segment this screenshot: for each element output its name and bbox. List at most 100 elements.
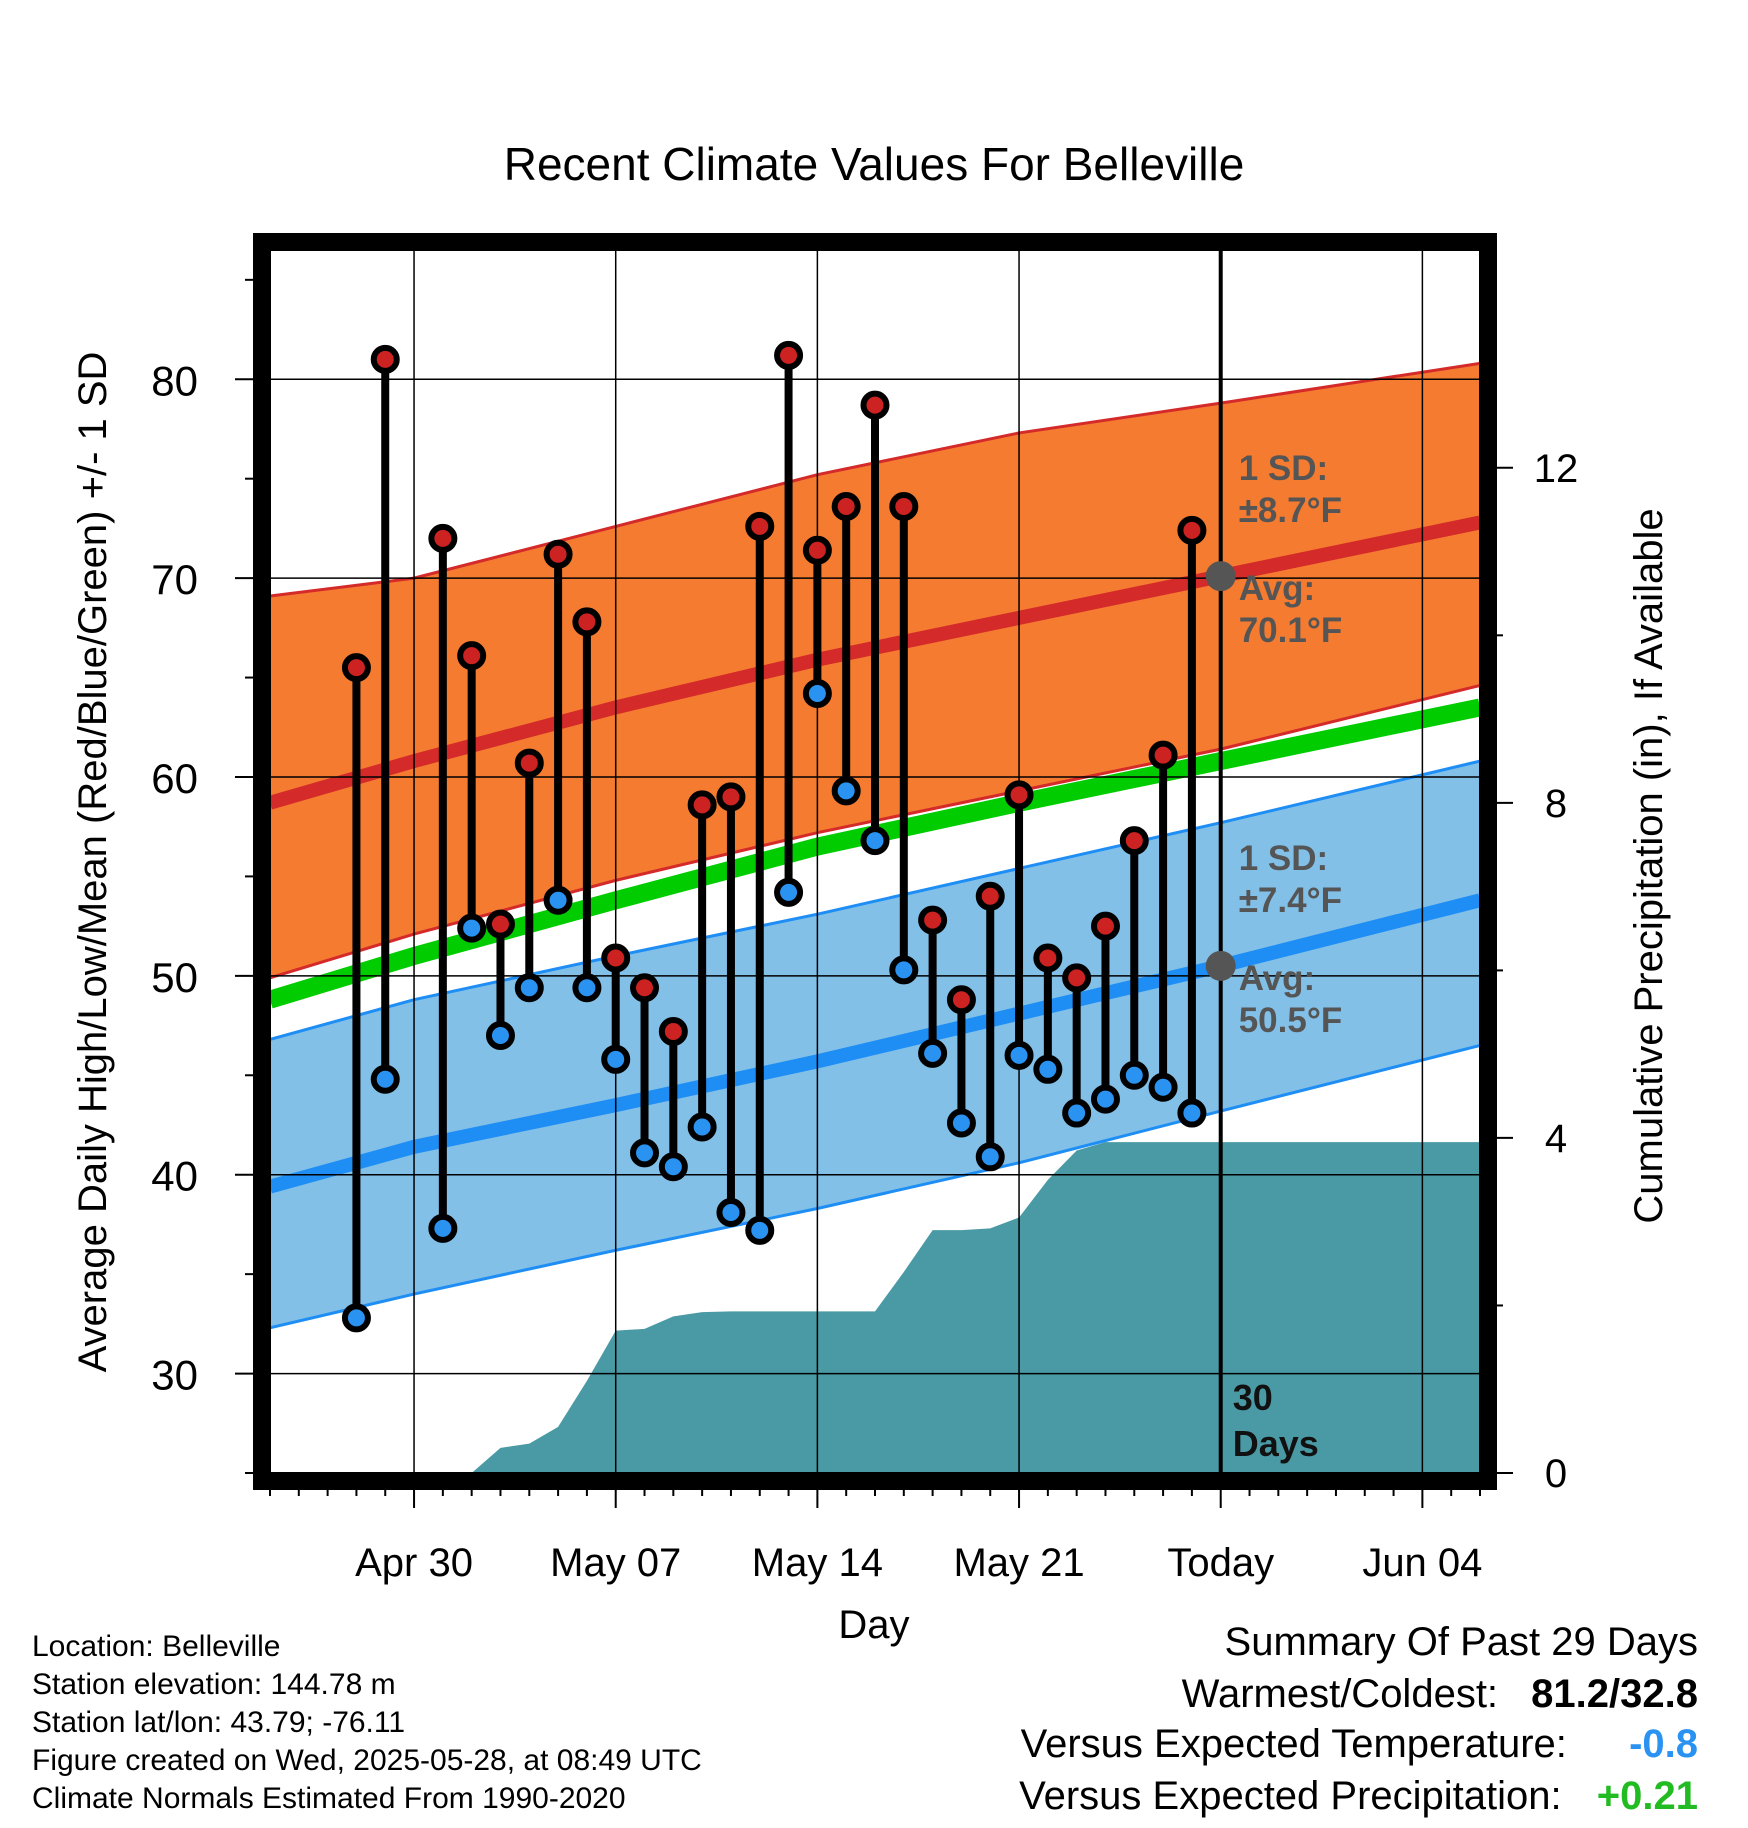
summary-warm-cold-value: 81.2/32.8 <box>1531 1672 1698 1716</box>
daily-low-point <box>687 1112 717 1142</box>
x-axis-label: Day <box>838 1603 909 1647</box>
daily-high-point <box>716 782 746 812</box>
y-left-tick-label: 50 <box>151 954 198 1001</box>
daily-high-point <box>485 909 515 939</box>
daily-low-point <box>428 1213 458 1243</box>
daily-low-point <box>1062 1098 1092 1128</box>
y-right-tick-label: 0 <box>1545 1452 1567 1496</box>
x-tick-label: May 07 <box>550 1541 681 1585</box>
y-left-axis-label: Average Daily High/Low/Mean (Red/Blue/Gr… <box>71 352 115 1373</box>
meta-elevation: Station elevation: 144.78 m <box>32 1668 396 1701</box>
summary-precip-label: Versus Expected Precipitation: <box>1019 1774 1562 1818</box>
y-left-tick-label: 70 <box>151 556 198 603</box>
summary-warm-cold: Warmest/Coldest: 81.2/32.8 <box>1182 1672 1698 1717</box>
daily-high-point <box>946 985 976 1015</box>
high-annotation-sd-value: ±8.7°F <box>1239 491 1342 530</box>
x-tick-label: Today <box>1167 1541 1274 1585</box>
daily-high-point <box>802 535 832 565</box>
meta-latlon: Station lat/lon: 43.79; -76.11 <box>32 1706 406 1739</box>
chart-title: Recent Climate Values For Belleville <box>504 138 1245 190</box>
daily-high-point <box>572 607 602 637</box>
low-annotation-sd-value: ±7.4°F <box>1239 881 1342 920</box>
summary-temp: Versus Expected Temperature: -0.8 <box>1021 1722 1698 1767</box>
daily-low-point <box>1177 1098 1207 1128</box>
x-tick-label: Apr 30 <box>355 1541 473 1585</box>
summary-precip: Versus Expected Precipitation: +0.21 <box>1019 1774 1698 1819</box>
x-tick-label: May 21 <box>953 1541 1084 1585</box>
meta-created: Figure created on Wed, 2025-05-28, at 08… <box>32 1744 702 1777</box>
daily-low-point <box>601 1044 631 1074</box>
daily-high-point <box>630 973 660 1003</box>
daily-high-point <box>601 943 631 973</box>
daily-low-point <box>889 955 919 985</box>
y-right-tick-label: 8 <box>1545 782 1567 826</box>
daily-low-point <box>341 1303 371 1333</box>
daily-low-point <box>831 776 861 806</box>
summary-precip-value: +0.21 <box>1596 1774 1698 1818</box>
daily-low-point <box>1119 1060 1149 1090</box>
high-annotation-avg-value: 70.1°F <box>1239 611 1343 650</box>
daily-high-point <box>831 492 861 522</box>
daily-high-point <box>1148 740 1178 770</box>
daily-low-point <box>630 1138 660 1168</box>
daily-high-point <box>543 539 573 569</box>
daily-low-point <box>1148 1072 1178 1102</box>
today-days-label: 30 <box>1233 1377 1273 1418</box>
daily-low-point <box>946 1108 976 1138</box>
daily-high-point <box>1062 963 1092 993</box>
daily-low-point <box>745 1215 775 1245</box>
summary-warm-cold-label: Warmest/Coldest: <box>1181 1672 1499 1716</box>
x-tick-label: Jun 04 <box>1362 1541 1482 1585</box>
plot-border <box>253 233 1497 1490</box>
low-annotation-avg-label: Avg: <box>1239 959 1315 998</box>
low-annotation-sd-label: 1 SD: <box>1239 839 1328 878</box>
daily-high-point <box>1177 515 1207 545</box>
daily-low-point <box>802 678 832 708</box>
daily-high-point <box>1119 826 1149 856</box>
today-days-label: Days <box>1233 1423 1319 1464</box>
high-annotation-avg-label: Avg: <box>1239 569 1315 608</box>
daily-high-point <box>514 748 544 778</box>
daily-high-point <box>428 523 458 553</box>
high-avg-marker <box>1205 561 1236 592</box>
daily-low-point <box>1033 1054 1063 1084</box>
daily-low-point <box>918 1038 948 1068</box>
meta-normals: Climate Normals Estimated From 1990-2020 <box>32 1782 626 1815</box>
precip-area <box>270 1142 1480 1473</box>
daily-high-point <box>860 390 890 420</box>
y-left-tick-label: 80 <box>151 357 198 404</box>
y-right-axis-label: Cumulative Precipitation (in), If Availa… <box>1627 508 1671 1223</box>
daily-high-point <box>1004 780 1034 810</box>
daily-high-point <box>658 1017 688 1047</box>
daily-low-point <box>485 1021 515 1051</box>
daily-high-point <box>1033 943 1063 973</box>
daily-high-point <box>1090 911 1120 941</box>
low-avg-marker <box>1205 950 1236 981</box>
daily-low-point <box>658 1152 688 1182</box>
low-annotation-avg-value: 50.5°F <box>1239 1001 1343 1040</box>
daily-low-point <box>975 1142 1005 1172</box>
daily-high-point <box>975 881 1005 911</box>
axes: 30 40 50 60 70 80 0 4 8 12 Apr 30 May 07 May 14 May 2… <box>71 233 1671 1647</box>
daily-low-point <box>774 877 804 907</box>
y-left-tick-label: 60 <box>151 755 198 802</box>
daily-high-point <box>774 340 804 370</box>
daily-high-point <box>918 905 948 935</box>
daily-high-point <box>687 790 717 820</box>
daily-low-point <box>572 973 602 1003</box>
daily-low-point <box>457 913 487 943</box>
y-right-tick-label: 12 <box>1534 447 1579 491</box>
y-right-tick-label: 4 <box>1545 1117 1567 1161</box>
daily-low-point <box>716 1197 746 1227</box>
daily-high-point <box>341 653 371 683</box>
meta-location: Location: Belleville <box>32 1630 281 1663</box>
summary-temp-label: Versus Expected Temperature: <box>1020 1722 1567 1766</box>
summary-title: Summary Of Past 29 Days <box>1224 1620 1698 1664</box>
x-tick-label: May 14 <box>752 1541 883 1585</box>
high-annotation-sd-label: 1 SD: <box>1239 449 1328 488</box>
summary-temp-value: -0.8 <box>1629 1722 1698 1766</box>
daily-high-point <box>370 344 400 374</box>
daily-low-point <box>860 826 890 856</box>
